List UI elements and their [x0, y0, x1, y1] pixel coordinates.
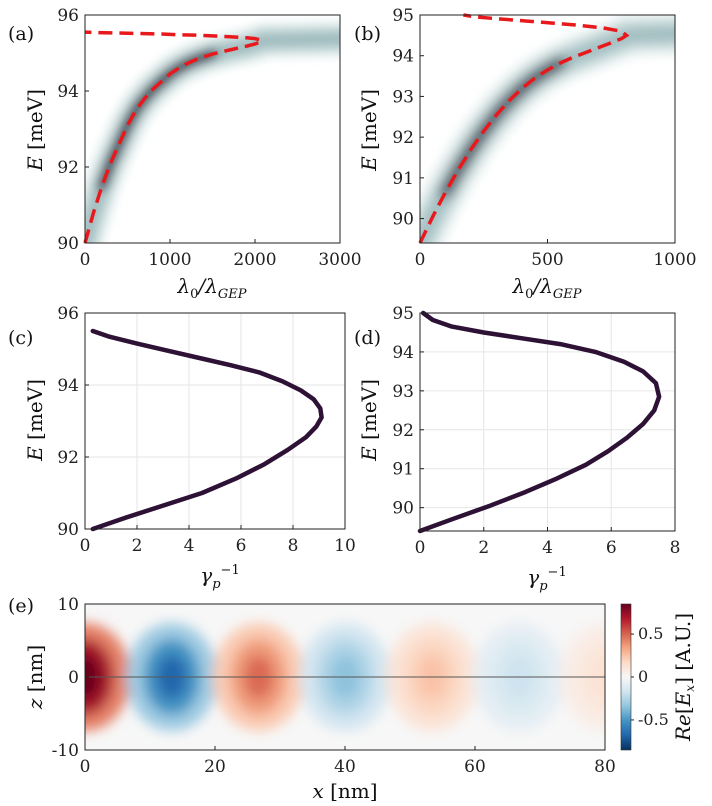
- panel-a: (a) 0 1000 2000 3000 90 92 94 96 λ0/λGEP E [meV…: [8, 6, 362, 302]
- panel-a-dispersion-line: [83, 30, 266, 244]
- panel-a-axes-frame: [84, 14, 341, 244]
- panel-b-ytick-label-4: 94: [392, 47, 414, 67]
- panel-b-ytick-label-2: 92: [392, 128, 414, 148]
- panel-c: (c) 0 2 4 6 8 10 90 92 94 96 γp−1 E [meV]: [8, 304, 356, 592]
- panel-b-dispersion-line: [418, 13, 630, 244]
- panel-c-xtick-label-1: 2: [132, 536, 143, 556]
- panel-c-ytick-label-1: 92: [57, 448, 79, 468]
- colorbar-tick-label-0: 0.5: [638, 624, 663, 643]
- panel-a-label: (a): [8, 23, 34, 45]
- panel-c-xtick-label-0: 0: [80, 536, 91, 556]
- panel-c-ylabel: E [meV]: [23, 379, 47, 462]
- colorbar-label: Re[Ex] [A.U.]: [671, 613, 697, 742]
- panel-c-xtick-label-2: 4: [184, 536, 195, 556]
- panel-b-ylabel: E [meV]: [357, 89, 381, 172]
- panel-d-xtick-label-3: 6: [606, 538, 617, 558]
- panel-d-xlabel: γp−1: [527, 565, 566, 594]
- panel-a-xlabel: λ0/λGEP: [176, 274, 246, 302]
- panel-e-xlabel: x [nm]: [312, 779, 377, 803]
- panel-b-xtick-label-1: 500: [531, 250, 563, 270]
- panel-c-xlabel: γp−1: [200, 563, 239, 592]
- panel-a-xtick-label-0: 0: [80, 250, 91, 270]
- panel-d-ytick-label-4: 94: [392, 343, 414, 363]
- panel-b-ytick-label-0: 90: [392, 210, 414, 230]
- panel-b-ytick-label-1: 91: [392, 169, 414, 189]
- panel-d: (d) 0 2 4 6 8 90 91 92 93 94 95 γp−1 E [meV]: [354, 304, 680, 594]
- panel-e-label: (e): [8, 595, 34, 617]
- panel-d-ytick-label-0: 90: [392, 499, 414, 519]
- panel-d-ytick-label-5: 95: [392, 304, 414, 324]
- panel-a-xtick-label-1: 1000: [148, 250, 191, 270]
- panel-e-xtick-label-0: 0: [80, 757, 91, 777]
- panel-d-xtick-label-1: 2: [478, 538, 489, 558]
- panel-d-ytick-label-1: 91: [392, 460, 414, 480]
- panel-e-xtick-label-1: 20: [204, 757, 226, 777]
- panel-b-ytick-label-5: 95: [392, 6, 414, 26]
- panel-b-xlabel: λ0/λGEP: [511, 274, 581, 302]
- panel-c-xtick-label-4: 8: [288, 536, 299, 556]
- panel-c-background: [85, 313, 345, 529]
- panel-a-xtick-label-3: 3000: [318, 250, 361, 270]
- panel-b-xtick-label-2: 1000: [653, 250, 696, 270]
- panel-a-ytick-label-1: 92: [57, 158, 79, 178]
- panel-d-xtick-label-2: 4: [542, 538, 553, 558]
- panel-a-xtick-label-2: 2000: [233, 250, 276, 270]
- panel-c-label: (c): [8, 327, 33, 349]
- panel-e-xtick-label-4: 80: [594, 757, 616, 777]
- panel-c-ytick-label-0: 90: [57, 520, 79, 540]
- panel-e-ytick-label-1: 0: [68, 668, 79, 688]
- panel-d-ylabel: E [meV]: [357, 379, 381, 462]
- panel-e-ytick-label-0: -10: [52, 741, 79, 761]
- panel-e-ytick-label-2: 10: [57, 595, 79, 615]
- panel-d-ytick-label-2: 92: [392, 421, 414, 441]
- panel-e-xtick-label-2: 40: [334, 757, 356, 777]
- panel-c-xtick-label-3: 6: [236, 536, 247, 556]
- panel-d-label: (d): [354, 327, 381, 349]
- panel-a-ytick-label-3: 96: [57, 6, 79, 26]
- panel-b-label: (b): [354, 23, 381, 45]
- panel-d-xtick-label-0: 0: [415, 538, 426, 558]
- panel-c-xtick-label-5: 10: [334, 536, 356, 556]
- panel-b-ytick-label-3: 93: [392, 87, 414, 107]
- panel-c-ytick-label-3: 96: [57, 304, 79, 324]
- colorbar-tick-label-1: 0: [638, 667, 648, 686]
- panel-c-ytick-label-2: 94: [57, 376, 79, 396]
- panel-d-xtick-label-4: 8: [670, 538, 681, 558]
- panel-a-ytick-label-2: 94: [57, 82, 79, 102]
- panel-c-axes-frame: [84, 312, 346, 530]
- colorbar-tick-label-2: -0.5: [638, 710, 669, 729]
- panel-a-ylabel: E [meV]: [23, 89, 47, 172]
- panel-d-ytick-label-3: 93: [392, 382, 414, 402]
- panel-e-xtick-label-3: 60: [464, 757, 486, 777]
- panel-b-xtick-label-0: 0: [415, 250, 426, 270]
- panel-a-ytick-label-0: 90: [57, 234, 79, 254]
- colorbar: [620, 603, 632, 751]
- panel-d-series-line: [417, 310, 662, 534]
- panel-b: (b) 0 500 1000 90 91 92 93 94 95 λ0/λGEP E [meV]: [354, 6, 697, 302]
- panel-c-series-line: [90, 328, 324, 532]
- panel-e-ylabel: z [nm]: [23, 645, 47, 710]
